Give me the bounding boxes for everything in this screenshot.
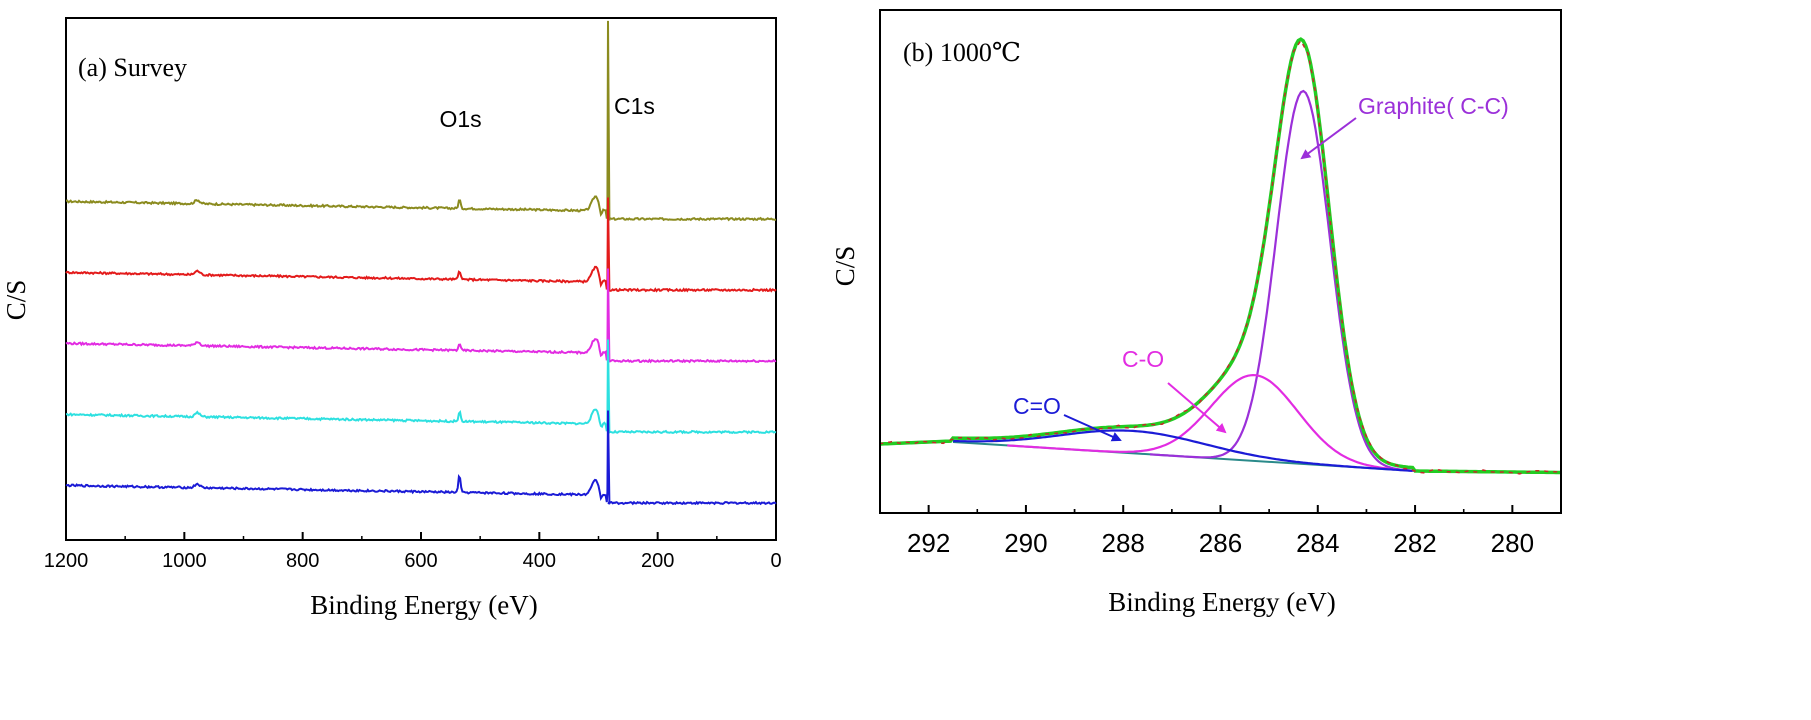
x-tick-label: 290 [1004, 528, 1047, 558]
panel-b-y-axis-label: C/S [830, 246, 860, 287]
c-o-annotation: C-O [1122, 346, 1164, 372]
x-tick-label: 200 [641, 550, 674, 572]
x-tick-label: 800 [286, 550, 319, 572]
x-tick-label: 1000 [162, 550, 207, 572]
survey-series-blue [65, 410, 777, 506]
panel-b-x-ticks: 292 290 288 286 284 282 280 [879, 505, 1562, 558]
panel-a-label: (a) Survey [78, 53, 187, 82]
survey-series-magenta [65, 268, 777, 364]
x-tick-label: 1200 [44, 550, 89, 572]
c1s-annotation: C1s [614, 93, 655, 119]
panel-a-y-axis-label: C/S [1, 280, 31, 321]
panel-a-x-axis-label: Binding Energy (eV) [310, 590, 537, 620]
panel-a-x-ticks: 1200 1000 800 600 400 200 0 [44, 532, 782, 572]
panel-b: 292 290 288 286 284 282 280 (b) 1000℃ Graphite… [830, 9, 1562, 617]
panel-b-label: (b) 1000℃ [903, 38, 1021, 67]
c-o-arrow [1167, 382, 1227, 434]
c-eq-o-annotation: C=O [1013, 393, 1061, 419]
graphite-annotation: Graphite( C-C) [1358, 93, 1509, 119]
x-tick-label: 600 [404, 550, 437, 572]
component-c-o [952, 429, 1413, 472]
x-tick-label: 280 [1491, 528, 1534, 558]
x-tick-label: 284 [1296, 528, 1339, 558]
panel-b-x-axis-label: Binding Energy (eV) [1108, 587, 1335, 617]
x-tick-label: 400 [523, 550, 556, 572]
x-tick-label: 288 [1102, 528, 1145, 558]
o1s-annotation: O1s [439, 106, 481, 132]
survey-series-cyan [65, 339, 777, 435]
x-tick-label: 292 [907, 528, 950, 558]
component-graphite-c-c [1150, 89, 1413, 472]
raw-data [881, 39, 1560, 475]
x-tick-label: 282 [1393, 528, 1436, 558]
panel-a-series-group [65, 20, 777, 506]
panel-b-series-group [881, 37, 1560, 475]
survey-series-red [65, 197, 777, 293]
survey-series-olive [65, 20, 776, 222]
panel-a: 1200 1000 800 600 400 200 0 (a) Survey O1s C1s… [1, 17, 782, 620]
x-tick-label: 0 [770, 550, 781, 572]
c-eq-o-arrow [1063, 414, 1122, 442]
graphite-arrow [1300, 117, 1357, 160]
component-c-o [1007, 373, 1414, 472]
x-tick-label: 286 [1199, 528, 1242, 558]
